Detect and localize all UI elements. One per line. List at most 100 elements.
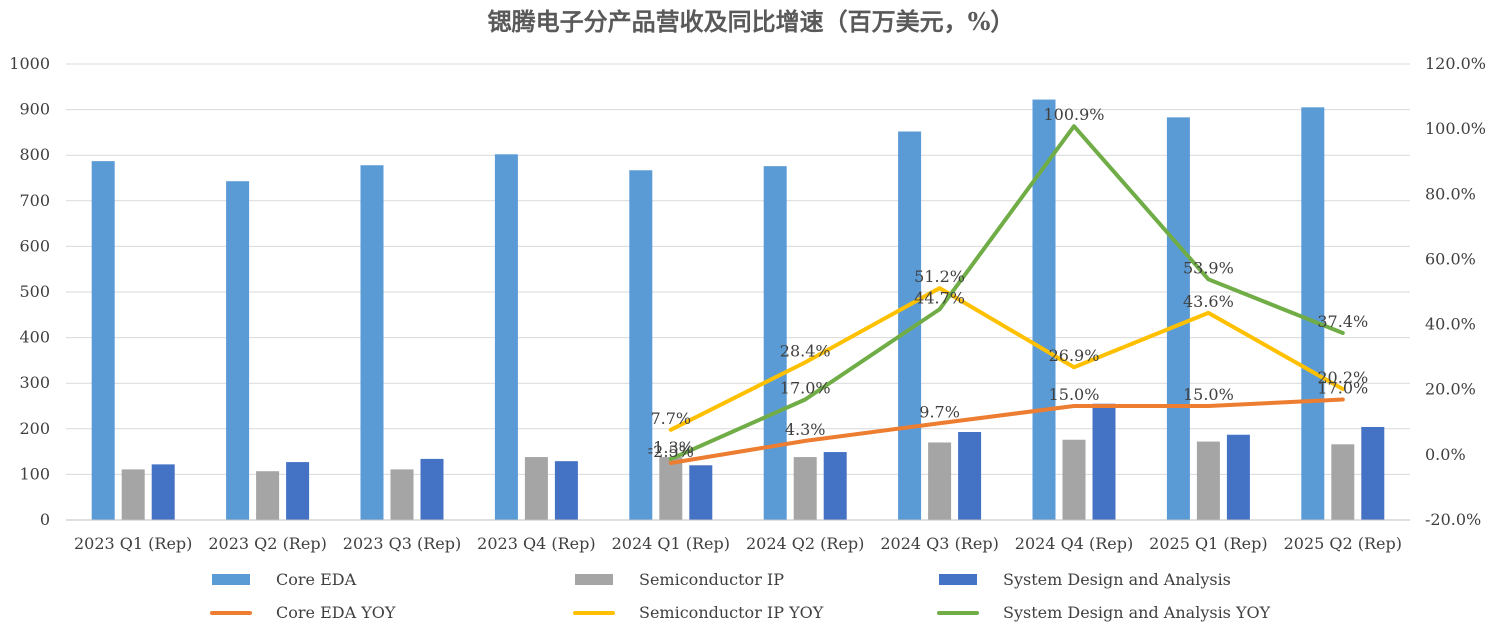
bar [689,465,713,520]
x-tick-label: 2023 Q1 (Rep) [74,534,192,553]
x-tick-label: 2024 Q4 (Rep) [1015,534,1133,553]
data-label: 20.2% [1317,368,1368,387]
legend-item: Semiconductor IP YOY [573,603,824,622]
y-left-tick-label: 0 [40,510,50,529]
data-label: 43.6% [1183,292,1234,311]
bar [1062,439,1086,520]
y-left-tick-label: 900 [19,100,50,119]
bar [390,469,414,520]
legend-label: Semiconductor IP YOY [639,603,824,622]
data-label: 37.4% [1317,312,1368,331]
bar [524,457,548,520]
bar [1331,444,1355,520]
bar [226,181,250,520]
bar [1301,107,1325,520]
x-tick-label: 2024 Q2 (Rep) [746,534,864,553]
y-right-tick-label: 80.0% [1425,184,1476,203]
y-right-tick-label: 100.0% [1425,119,1486,138]
bar [121,469,145,520]
bar [958,431,982,520]
y-left-tick-label: 800 [19,145,50,164]
data-label: 17.0% [780,378,831,397]
legend-label: System Design and Analysis [1003,570,1231,589]
x-axis: 2023 Q1 (Rep) 2023 Q2 (Rep) 2023 Q3 (Rep) 2… [66,519,1410,553]
bar [1166,117,1190,521]
data-label: 17.0% [1317,378,1368,397]
data-label: 7.7% [650,409,691,428]
bar [793,457,817,520]
legend-label: System Design and Analysis YOY [1003,603,1271,622]
y-right-tick-label: 0.0% [1425,445,1466,464]
bar [360,165,384,520]
bar [1032,99,1056,521]
x-tick-label: 2024 Q1 (Rep) [612,534,730,553]
data-label: 53.9% [1183,258,1234,277]
line-series [668,124,1345,465]
legend-swatch [939,574,977,585]
bar [420,458,444,520]
legend-item: System Design and Analysis [939,570,1231,589]
legend-swatch [212,574,250,585]
y-left-tick-label: 700 [19,191,50,210]
x-tick-label: 2025 Q1 (Rep) [1149,534,1267,553]
bar [256,471,280,520]
chart-title: 锶腾电子分产品营收及同比增速（百万美元，%） [488,7,1015,36]
bar [151,464,175,520]
data-label: 51.2% [914,267,965,286]
y-axis-left: 0 100 200 300 400 500 600 700 800 900 1000 [9,54,50,529]
data-label: 15.0% [1183,385,1234,404]
series-line [668,124,1345,462]
y-left-tick-label: 400 [19,328,50,347]
bar [898,131,922,520]
bar [629,170,653,521]
y-left-tick-label: 1000 [9,54,50,73]
legend-label: Core EDA YOY [276,603,396,622]
x-tick-label: 2025 Q2 (Rep) [1284,534,1402,553]
data-label: 100.9% [1043,105,1104,124]
bar [928,442,952,520]
x-tick-label: 2023 Q2 (Rep) [208,534,326,553]
data-label: 28.4% [780,341,831,360]
bar [1226,434,1250,520]
bar [659,457,683,520]
bar [286,462,310,520]
series-line [668,286,1345,432]
y-left-tick-label: 100 [19,464,50,483]
y-left-tick-label: 200 [19,419,50,438]
y-left-tick-label: 600 [19,236,50,255]
bar [763,166,787,521]
y-right-tick-label: 120.0% [1425,54,1486,73]
data-label: 44.7% [914,288,965,307]
legend-item: Semiconductor IP [575,570,784,589]
data-label: -2.5% [648,442,694,461]
legend-item: System Design and Analysis YOY [937,603,1271,622]
bar [91,161,115,521]
data-label: 26.9% [1049,346,1100,365]
legend-label: Core EDA [276,570,357,589]
y-right-tick-label: 60.0% [1425,249,1476,268]
x-tick-label: 2023 Q3 (Rep) [343,534,461,553]
bar [494,154,518,520]
y-right-tick-label: 40.0% [1425,315,1476,334]
data-labels: -2.5% 4.3% 9.7% 15.0% 15.0% 17.0% 7.7% 28.4% 51.… [648,105,1368,461]
data-label: -1.3% [648,438,694,457]
bar [1196,441,1220,520]
legend-item: Core EDA [212,570,357,589]
y-right-tick-label: -20.0% [1425,510,1481,529]
data-label: 15.0% [1049,385,1100,404]
bar [554,461,578,520]
bar [1092,403,1116,520]
series-line [668,397,1345,465]
bar-series [91,99,1385,521]
y-right-tick-label: 20.0% [1425,380,1476,399]
x-tick-label: 2024 Q3 (Rep) [880,534,998,553]
legend-swatch [575,574,613,585]
bar [1361,426,1385,520]
data-label: 9.7% [919,402,960,421]
y-left-tick-label: 500 [19,282,50,301]
legend-item: Core EDA YOY [210,603,396,622]
legend-label: Semiconductor IP [639,570,784,589]
legend: Core EDA Semiconductor IP System Design an… [210,570,1271,622]
y-axis-right: -20.0% 0.0% 20.0% 40.0% 60.0% 80.0% 100.0% 120.… [1425,54,1486,529]
